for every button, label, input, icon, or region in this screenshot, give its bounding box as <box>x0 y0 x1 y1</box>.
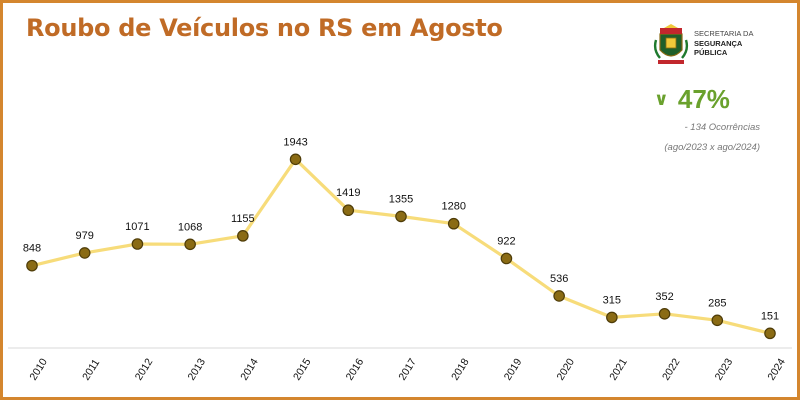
x-tick-2023: 2023 <box>713 356 736 382</box>
data-label-2021: 315 <box>603 294 621 306</box>
x-tick-2024: 2024 <box>765 356 788 382</box>
down-chevron-icon: ∨ <box>654 89 669 109</box>
x-tick-2012: 2012 <box>133 356 156 382</box>
x-tick-2010: 2010 <box>27 356 50 382</box>
data-label-2017: 1355 <box>389 193 413 205</box>
brand-text: SECRETARIA DA SEGURANÇA PÚBLICA <box>694 29 753 58</box>
data-label-2022: 352 <box>655 291 673 303</box>
brand-logo: SECRETARIA DA SEGURANÇA PÚBLICA <box>652 24 772 68</box>
data-point-2014 <box>237 230 249 242</box>
x-tick-2016: 2016 <box>344 356 367 382</box>
data-point-2019 <box>500 252 513 265</box>
data-point-2024 <box>764 327 776 340</box>
brand-line-2: SEGURANÇA <box>694 38 743 48</box>
data-point-2023 <box>711 314 724 327</box>
x-tick-2019: 2019 <box>502 356 525 382</box>
percent-value: 47% <box>677 84 730 114</box>
x-tick-2015: 2015 <box>291 356 314 382</box>
x-tick-2011: 2011 <box>80 357 102 383</box>
data-label-2014: 1155 <box>231 213 255 225</box>
data-point-2022 <box>658 308 671 320</box>
data-point-2016 <box>342 204 355 217</box>
data-label-2010: 848 <box>23 243 41 255</box>
data-point-2015 <box>289 153 302 166</box>
data-point-2013 <box>184 238 196 251</box>
percent-change: ∨ 47% <box>654 84 750 115</box>
data-label-2013: 1068 <box>178 221 202 233</box>
data-label-2012: 1071 <box>125 221 149 233</box>
data-label-2015: 1943 <box>283 136 307 148</box>
x-tick-2013: 2013 <box>186 356 209 382</box>
data-label-2019: 922 <box>497 235 515 247</box>
x-tick-2020: 2020 <box>555 356 578 382</box>
x-tick-2022: 2022 <box>660 356 683 382</box>
data-point-2020 <box>553 290 565 302</box>
chart-title: Roubo de Veículos no RS em Agosto <box>26 14 503 42</box>
data-label-2018: 1280 <box>441 201 465 213</box>
brand-line-1: SECRETARIA DA <box>694 29 754 38</box>
data-label-2011: 979 <box>76 230 94 242</box>
x-tick-2014: 2014 <box>238 356 261 382</box>
occurrences-note: - 134 Ocorrências <box>684 122 760 133</box>
data-point-2017 <box>395 210 407 223</box>
x-tick-2017: 2017 <box>396 356 419 382</box>
data-point-2018 <box>447 217 460 230</box>
data-label-2023: 285 <box>708 297 726 309</box>
x-tick-2021: 2021 <box>607 356 630 382</box>
data-label-2024: 151 <box>761 310 779 322</box>
comparison-note: (ago/2023 x ago/2024) <box>664 142 760 153</box>
x-tick-2018: 2018 <box>449 356 472 382</box>
data-label-2016: 1419 <box>336 187 360 199</box>
data-point-2010 <box>26 259 38 272</box>
data-point-2012 <box>131 238 144 250</box>
brand-line-3: PÚBLICA <box>694 48 728 57</box>
data-point-2021 <box>606 311 618 324</box>
rs-coat-of-arms-icon <box>653 24 689 64</box>
data-label-2020: 536 <box>550 273 568 285</box>
data-point-2011 <box>78 247 91 259</box>
